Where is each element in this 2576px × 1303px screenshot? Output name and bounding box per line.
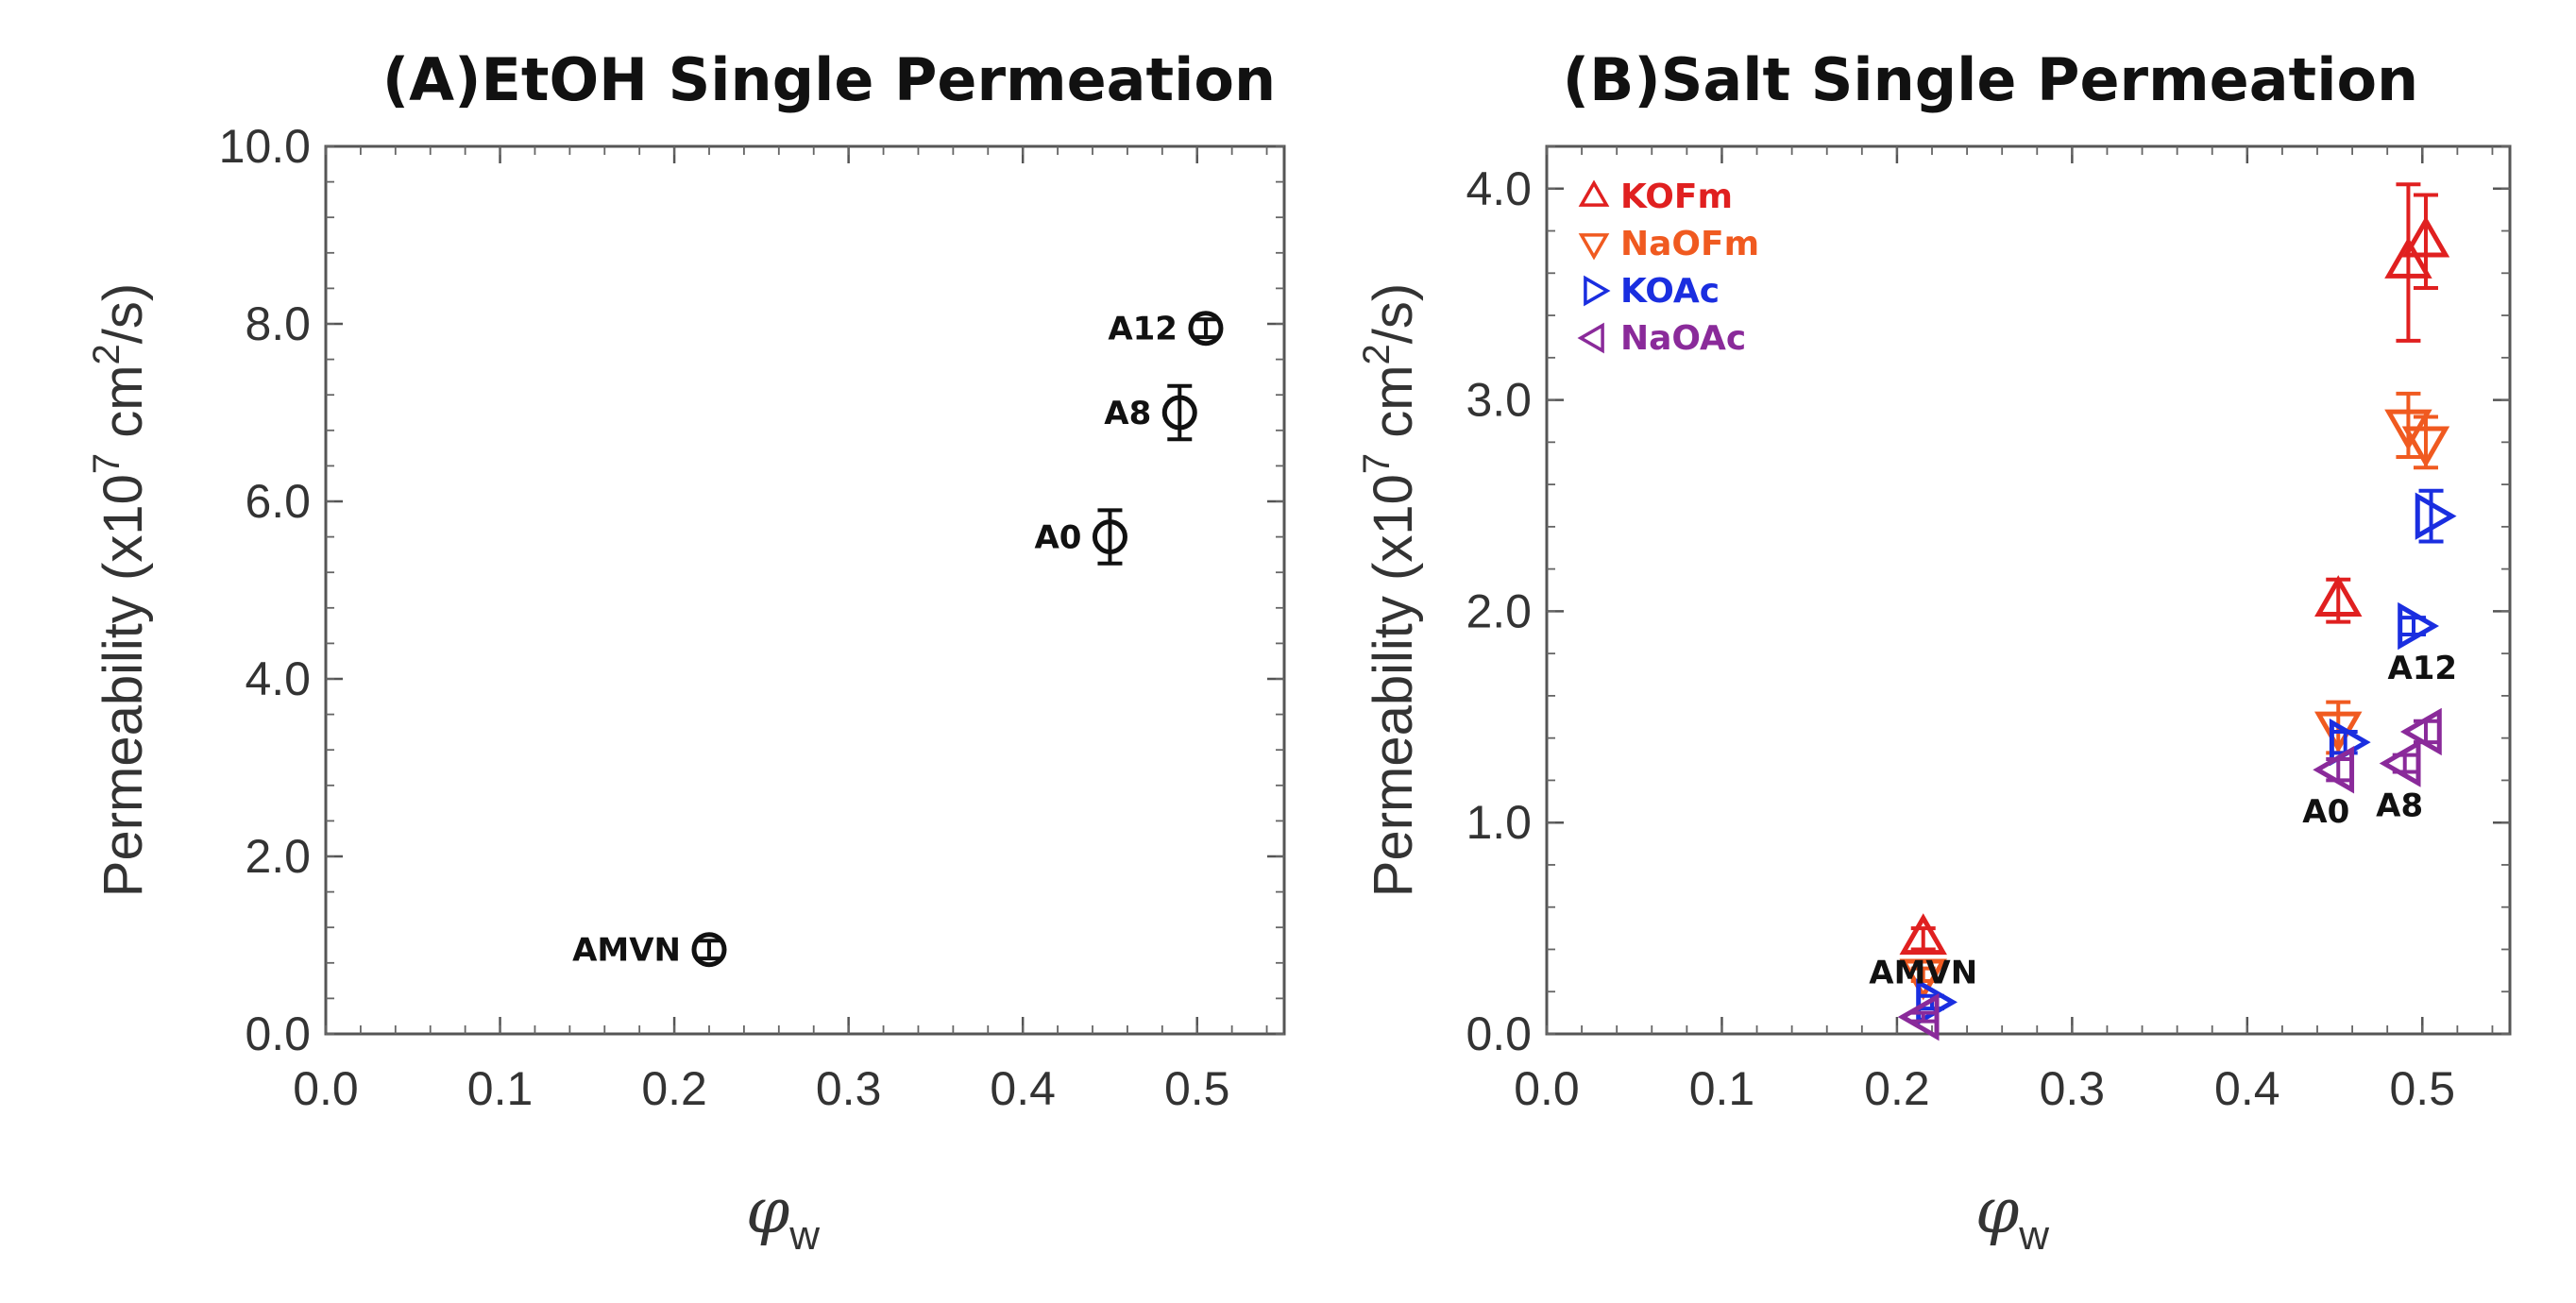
- legend-naoac-marker: [1577, 322, 1604, 354]
- panel-a-x-tick-label: 0.0: [293, 1062, 359, 1115]
- panel-b-sample-annotation: A0: [2302, 793, 2349, 831]
- panel-b-x-tick-label: 0.5: [2390, 1062, 2456, 1115]
- panel-a-y-tick-label: 6.0: [245, 475, 311, 528]
- panel-b-x-tick-label: 0.0: [1514, 1062, 1580, 1115]
- legend-koac-label: KOAc: [1620, 272, 1720, 311]
- panel-a-y-tick-label: 0.0: [245, 1007, 311, 1060]
- panel-a-etoh: (A)EtOH Single Permeation 0.0 0.1 0.2 0.3 0.…: [86, 45, 1286, 1259]
- panel-a-y-tick-label: 8.0: [245, 297, 311, 350]
- panel-a-title: (A)EtOH Single Permeation: [382, 45, 1276, 114]
- panel-b-kofm-point: [2384, 237, 2432, 279]
- panel-b-legend: KOFm NaOFm KOAc NaOAc: [1577, 178, 1759, 358]
- panel-a-point-annotation: AMVN: [572, 932, 681, 970]
- panel-b-sample-annotation: AMVN: [1869, 954, 1977, 991]
- panel-b-naoac-point: [2379, 739, 2421, 787]
- panel-b-naoac-point: [2399, 707, 2442, 756]
- panel-b-y-tick-labels: 0.0 1.0 2.0 3.0 4.0: [1466, 162, 1532, 1060]
- panel-b-annotations: AMVN A0 A8 A12: [1869, 650, 2457, 991]
- panel-a-plot-frame: [324, 144, 1286, 1036]
- panel-a-x-tick-labels: 0.0 0.1 0.2 0.3 0.4 0.5: [293, 1062, 1229, 1115]
- panel-b-y-tick-label: 3.0: [1466, 374, 1532, 427]
- panel-b-x-tick-labels: 0.0 0.1 0.2 0.3 0.4 0.5: [1514, 1062, 2455, 1115]
- panel-a-x-tick-label: 0.5: [1164, 1062, 1230, 1115]
- panel-b-sample-annotation: A8: [2376, 787, 2423, 824]
- panel-b-kofm-point: [1899, 913, 1947, 956]
- panel-b-y-tick-label: 1.0: [1466, 796, 1532, 849]
- legend-naoac-label: NaOAc: [1620, 319, 1746, 358]
- panel-b-ticks: [1545, 145, 2510, 1036]
- panel-b-title: (B)Salt Single Permeation: [1563, 45, 2418, 114]
- panel-a-y-tick-label: 10.0: [219, 120, 311, 173]
- panel-a-ticks: [324, 144, 1284, 1036]
- panel-a-x-tick-label: 0.4: [990, 1062, 1056, 1115]
- panel-a-y-axis-label: Permeability (x107 cm2/s): [86, 283, 154, 897]
- panel-a-point-annotation: A0: [1034, 519, 1081, 557]
- panel-b-x-axis-label: φw: [1975, 1175, 2049, 1259]
- panel-b-kofm-point: [2401, 215, 2450, 258]
- legend-naofm-marker: [1578, 233, 1610, 261]
- legend-kofm-label: KOFm: [1620, 178, 1733, 216]
- panel-b-naoac-point: [1897, 992, 1940, 1041]
- panel-a-point-annotation: A12: [1108, 311, 1178, 348]
- panel-b-x-tick-label: 0.3: [2040, 1062, 2106, 1115]
- panel-b-plot-frame: [1545, 144, 2512, 1036]
- panel-b-salt: (B)Salt Single Permeation 0.0 0.1 0.2 0.3 0.…: [1356, 45, 2512, 1259]
- panel-a-y-tick-label: 2.0: [245, 830, 311, 883]
- panel-b-naofm-point: [2401, 426, 2450, 468]
- panel-a-point-annotation: A8: [1104, 395, 1151, 432]
- panel-a-x-tick-label: 0.1: [467, 1062, 534, 1115]
- panel-a-annotations: AMVN A0 A8 A12: [572, 311, 1178, 970]
- panel-b-y-tick-label: 2.0: [1466, 584, 1532, 637]
- panel-a-x-tick-label: 0.3: [816, 1062, 882, 1115]
- panel-b-y-tick-label: 0.0: [1466, 1007, 1532, 1060]
- panel-a-etoh-point: [1161, 395, 1197, 431]
- panel-b-naoac-point: [2313, 746, 2355, 794]
- legend-naofm-label: NaOFm: [1620, 225, 1759, 263]
- panel-b-koac-point: [2415, 492, 2457, 540]
- panel-a-x-axis-label: φw: [746, 1175, 820, 1259]
- panel-b-koac-point: [2398, 601, 2440, 651]
- panel-b-x-tick-label: 0.2: [1864, 1062, 1930, 1115]
- panel-b-kofm-point: [2314, 575, 2363, 617]
- panel-b-y-tick-label: 4.0: [1466, 162, 1532, 215]
- panel-a-etoh-point: [1188, 311, 1224, 347]
- panel-b-naofm-point: [1899, 958, 1947, 1001]
- legend-kofm-marker: [1578, 179, 1610, 207]
- panel-a-x-tick-label: 0.2: [641, 1062, 707, 1115]
- panel-a-etoh-point: [1092, 519, 1127, 555]
- panel-b-x-tick-label: 0.1: [1689, 1062, 1755, 1115]
- legend-koac-marker: [1584, 275, 1611, 307]
- panel-b-y-axis-label: Permeability (x107 cm2/s): [1356, 283, 1424, 897]
- panel-a-etoh-point: [691, 932, 727, 968]
- panel-a-y-tick-labels: 0.0 2.0 4.0 6.0 8.0 10.0: [219, 120, 311, 1060]
- panel-a-data-points: [691, 311, 1224, 968]
- panel-b-sample-annotation: A12: [2387, 650, 2457, 687]
- panel-a-y-tick-label: 4.0: [245, 652, 311, 705]
- panel-b-data-points: [1897, 182, 2457, 1041]
- panel-b-x-tick-label: 0.4: [2214, 1062, 2280, 1115]
